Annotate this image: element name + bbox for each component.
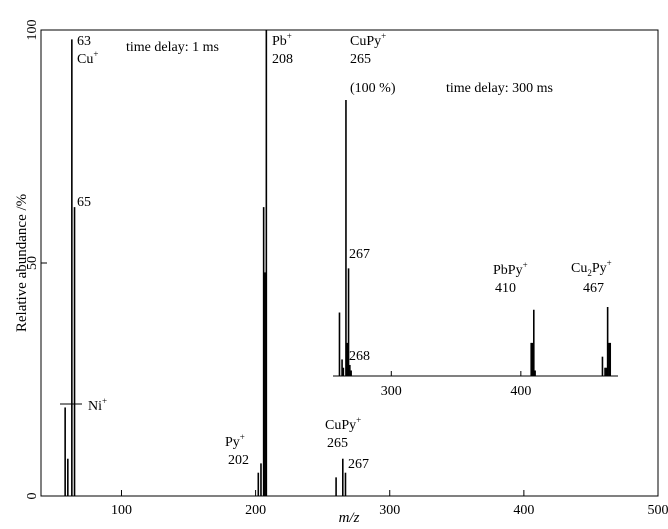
inset-axis-ticks: 300 400 xyxy=(381,371,531,399)
x-tick-label: 200 xyxy=(245,503,266,518)
label-inset-cupy265-ion: CuPy+ xyxy=(350,31,386,49)
label-main-267-mass: 267 xyxy=(348,457,369,472)
inset-annotation: time delay: 300 ms xyxy=(446,81,553,96)
label-inset-267-mass: 267 xyxy=(349,247,370,262)
label-cu63: 63 Cu+ xyxy=(77,34,98,67)
label-pb208-ion: Pb+ xyxy=(272,31,292,49)
label-pb208: Pb+ 208 xyxy=(272,31,293,67)
label-py202: Py+ 202 xyxy=(225,432,249,468)
y-tick-label: 50 xyxy=(25,256,40,270)
inset-x-tick-label: 400 xyxy=(510,384,531,399)
label-pb208-mass: 208 xyxy=(272,52,293,67)
label-cu2py467-ion: Cu2Py+ xyxy=(571,258,612,278)
label-inset-cupy265: CuPy+ 265 (100 %) xyxy=(350,31,396,96)
label-inset-cupy265-mass: 265 xyxy=(350,52,371,67)
label-pbpy410: PbPy+ 410 xyxy=(493,260,528,296)
main-annotation: time delay: 1 ms xyxy=(126,40,219,55)
label-inset-cupy265-percent: (100 %) xyxy=(350,81,396,96)
label-ni: Ni+ xyxy=(60,396,107,414)
label-cu63-ion: Cu+ xyxy=(77,49,98,67)
label-pbpy410-ion: PbPy+ xyxy=(493,260,528,278)
y-axis-title: Relative abundance /% xyxy=(14,194,30,332)
label-cu65-mass: 65 xyxy=(77,195,91,210)
label-ni-ion: Ni+ xyxy=(88,396,107,414)
x-tick-label: 100 xyxy=(111,503,132,518)
label-inset-268-mass: 268 xyxy=(349,349,370,364)
label-pbpy410-mass: 410 xyxy=(495,281,516,296)
label-main-cupy265: CuPy+ 265 xyxy=(325,415,361,451)
x-tick-label: 500 xyxy=(648,503,668,518)
y-tick-label: 0 xyxy=(25,493,40,500)
x-axis-title: m/z xyxy=(339,510,360,526)
x-tick-label: 400 xyxy=(513,503,534,518)
label-main-cupy265-mass: 265 xyxy=(327,436,348,451)
x-tick-label: 300 xyxy=(379,503,400,518)
inset-x-tick-label: 300 xyxy=(381,384,402,399)
label-py202-mass: 202 xyxy=(228,453,249,468)
label-py202-ion: Py+ xyxy=(225,432,245,450)
label-cu2py467-mass: 467 xyxy=(583,281,604,296)
main-axis-ticks: 100 200 300 400 500 0 50 100 xyxy=(25,20,668,519)
main-peaks xyxy=(64,30,347,496)
label-main-cupy265-ion: CuPy+ xyxy=(325,415,361,433)
y-tick-label: 100 xyxy=(25,20,40,41)
label-cu63-mass: 63 xyxy=(77,34,91,49)
label-cu2py467: Cu2Py+ 467 xyxy=(571,258,612,296)
inset-peaks xyxy=(338,100,612,376)
